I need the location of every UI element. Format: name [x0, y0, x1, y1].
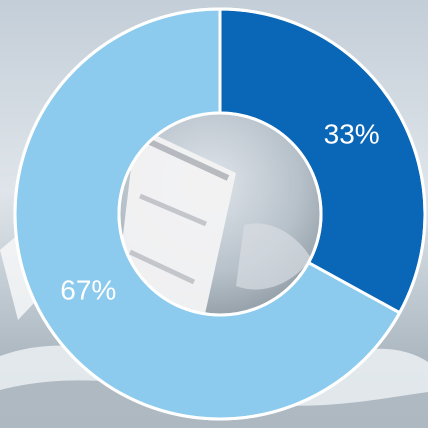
- donut-outer-edge: [13, 7, 427, 421]
- center-photo: [119, 113, 321, 315]
- slice-label-2: 67%: [60, 274, 116, 305]
- slice-label-1: 33%: [324, 119, 380, 150]
- donut-hole-edge: [117, 111, 323, 317]
